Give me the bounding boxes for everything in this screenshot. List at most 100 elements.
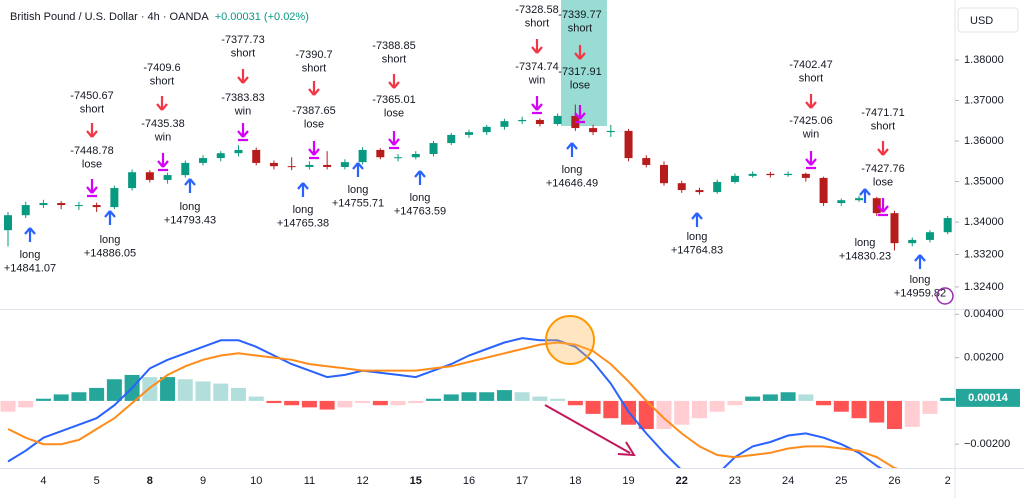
histogram-bar bbox=[567, 400, 583, 406]
histogram-bar bbox=[798, 394, 814, 401]
candle-body bbox=[943, 218, 952, 233]
exit-arrow bbox=[574, 105, 586, 124]
exit-arrow bbox=[805, 151, 817, 170]
annotation-text: +14841.07 bbox=[4, 262, 56, 274]
price-change: +0.00031 (+0.02%) bbox=[215, 11, 309, 23]
annotation-text: lose bbox=[873, 176, 893, 188]
annotation-text: -7448.78 bbox=[70, 145, 113, 157]
annotation-text: -7374.74 bbox=[515, 61, 558, 73]
candle-body bbox=[660, 164, 669, 184]
candle-body bbox=[429, 143, 438, 154]
macd-line bbox=[7, 337, 883, 468]
histogram-bar bbox=[160, 377, 176, 401]
histogram-bar bbox=[479, 392, 495, 401]
annotation-text: short bbox=[568, 22, 592, 34]
histogram-bar bbox=[727, 400, 743, 406]
candle-body bbox=[163, 175, 172, 180]
histogram-bar bbox=[443, 394, 459, 401]
exit-arrow bbox=[388, 131, 400, 150]
candle-body bbox=[234, 149, 243, 154]
candle-body bbox=[535, 119, 544, 125]
annotation-text: long bbox=[180, 201, 201, 213]
annotation-text: long bbox=[910, 274, 931, 286]
x-tick-label: 22 bbox=[676, 475, 688, 487]
annotation-text: +14886.05 bbox=[84, 247, 136, 259]
y-tick-label: 1.32400 bbox=[964, 281, 1004, 293]
candles bbox=[3, 104, 952, 251]
x-tick-label: 18 bbox=[569, 475, 581, 487]
histogram-bar bbox=[833, 400, 849, 412]
annotation-text: -7409.6 bbox=[143, 62, 180, 74]
long-arrow bbox=[297, 182, 309, 197]
histogram-bar bbox=[89, 387, 105, 401]
exit-arrow bbox=[531, 96, 543, 115]
histogram-bar bbox=[532, 396, 548, 401]
candle-body bbox=[872, 198, 881, 214]
annotation-text: short bbox=[799, 72, 823, 84]
x-tick-label: 8 bbox=[147, 475, 153, 487]
candle-body bbox=[464, 132, 473, 135]
histogram-bar bbox=[638, 400, 654, 430]
candle-body bbox=[411, 154, 420, 158]
annotation-text: short bbox=[871, 120, 895, 132]
annotation-text: short bbox=[382, 53, 406, 65]
annotation-text: +14959.82 bbox=[894, 287, 946, 299]
short-arrow bbox=[156, 96, 168, 111]
annotation-text: long bbox=[410, 192, 431, 204]
short-arrow bbox=[877, 141, 889, 156]
histogram-bar bbox=[355, 400, 371, 404]
candle-body bbox=[925, 232, 934, 240]
exit-arrow bbox=[877, 198, 889, 217]
candle-body bbox=[340, 162, 349, 167]
candle-body bbox=[110, 188, 119, 208]
histogram-bar bbox=[762, 394, 778, 401]
histogram-bar bbox=[603, 400, 619, 419]
histogram-bar bbox=[248, 396, 264, 401]
long-arrow bbox=[914, 254, 926, 269]
histogram-bar bbox=[745, 396, 761, 401]
short-arrow bbox=[237, 69, 249, 84]
histogram-bar bbox=[337, 400, 353, 408]
histogram-bar bbox=[177, 379, 193, 401]
exit-arrow bbox=[237, 123, 249, 142]
histogram-bar bbox=[53, 394, 69, 401]
histogram-bar bbox=[372, 400, 388, 406]
highlight-box bbox=[561, 0, 607, 126]
annotation-text: -7427.76 bbox=[861, 163, 904, 175]
annotation-text: -7388.85 bbox=[372, 40, 415, 52]
candle-body bbox=[819, 177, 828, 204]
candle-body bbox=[713, 181, 722, 193]
annotation-text: -7425.06 bbox=[789, 115, 832, 127]
x-tick-label: 19 bbox=[622, 475, 634, 487]
highlight-circle bbox=[545, 315, 595, 365]
x-tick-label: 23 bbox=[729, 475, 741, 487]
x-tick-label: 5 bbox=[94, 475, 100, 487]
candle-body bbox=[908, 239, 917, 244]
annotation-text: -7317.91 bbox=[558, 66, 601, 78]
currency[interactable]: USD bbox=[970, 15, 993, 27]
histogram-bar bbox=[35, 398, 51, 401]
trade-annotations: long+14841.07long+14886.05long+14793.43l… bbox=[4, 4, 946, 300]
histogram-bar bbox=[71, 392, 87, 401]
candle-body bbox=[305, 164, 314, 167]
annotation-text: -7435.38 bbox=[141, 118, 184, 130]
y-tick-label: 1.34000 bbox=[964, 216, 1004, 228]
long-arrow bbox=[184, 178, 196, 193]
histogram-bar bbox=[780, 392, 796, 401]
y-tick-label: 0.00400 bbox=[964, 308, 1004, 320]
currency-box[interactable] bbox=[957, 7, 1019, 33]
candle-body bbox=[837, 200, 846, 204]
annotation-text: long bbox=[100, 234, 121, 246]
annotation-text: long bbox=[855, 237, 876, 249]
replay-icon[interactable] bbox=[936, 287, 954, 305]
macd-line bbox=[7, 341, 899, 468]
long-arrow bbox=[24, 227, 36, 242]
x-tick-label: 17 bbox=[516, 475, 528, 487]
candle-body bbox=[39, 203, 48, 206]
histogram-bar bbox=[284, 400, 300, 406]
candle-body bbox=[447, 134, 456, 144]
y-tick-label: 1.33200 bbox=[964, 248, 1004, 260]
annotation-text: short bbox=[80, 103, 104, 115]
long-arrow bbox=[104, 210, 116, 225]
candle-body bbox=[216, 153, 225, 159]
